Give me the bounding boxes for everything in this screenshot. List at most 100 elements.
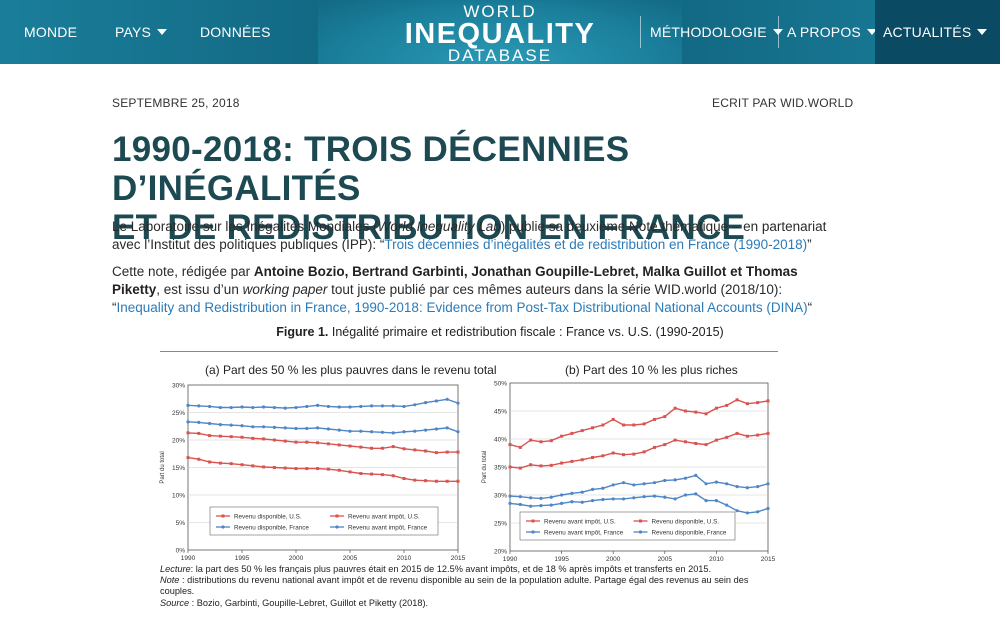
data-point bbox=[508, 465, 512, 469]
note-link[interactable]: Trois décennies d’inégalités et de redis… bbox=[384, 237, 808, 252]
data-point bbox=[518, 466, 522, 470]
data-point bbox=[632, 483, 636, 487]
p1-emphasis: World Inequality Lab bbox=[377, 219, 501, 234]
data-point bbox=[518, 502, 522, 507]
series-line bbox=[509, 399, 769, 449]
nav-monde[interactable]: MONDE bbox=[24, 0, 77, 64]
y-tick-label: 50% bbox=[494, 381, 507, 388]
data-point bbox=[601, 423, 605, 427]
data-point bbox=[611, 483, 615, 487]
data-point bbox=[456, 430, 460, 434]
data-point bbox=[434, 479, 438, 483]
data-point bbox=[218, 461, 222, 465]
x-tick-label: 2005 bbox=[343, 555, 358, 562]
series-line bbox=[187, 456, 458, 483]
site-logo[interactable]: WORLD INEQUALITY DATABASE bbox=[380, 0, 620, 65]
x-tick-label: 2000 bbox=[606, 556, 621, 563]
legend-marker bbox=[221, 525, 225, 529]
nav-apropos[interactable]: A PROPOS bbox=[787, 0, 877, 64]
data-point bbox=[570, 500, 574, 504]
note-note: Note : distributions du revenu national … bbox=[160, 575, 785, 597]
data-point bbox=[642, 482, 646, 486]
data-point bbox=[756, 401, 760, 405]
data-point bbox=[725, 482, 729, 486]
data-point bbox=[766, 431, 770, 435]
data-point bbox=[745, 486, 749, 490]
data-point bbox=[402, 430, 406, 434]
data-point bbox=[756, 510, 760, 514]
data-point bbox=[694, 410, 698, 414]
data-point bbox=[337, 405, 341, 409]
data-point bbox=[424, 428, 428, 432]
caret-down-icon bbox=[866, 29, 877, 35]
y-tick-label: 25% bbox=[172, 410, 185, 417]
data-point bbox=[380, 430, 384, 434]
data-point bbox=[580, 490, 584, 494]
data-point bbox=[735, 485, 739, 489]
data-point bbox=[305, 440, 309, 444]
x-tick-label: 1995 bbox=[554, 556, 569, 563]
data-point bbox=[570, 491, 574, 495]
data-point bbox=[262, 425, 266, 429]
nav-donnees[interactable]: DONNÉES bbox=[200, 0, 271, 64]
x-tick-label: 2015 bbox=[451, 555, 466, 562]
nav-divider bbox=[640, 16, 641, 48]
working-paper-link[interactable]: Inequality and Redistribution in France,… bbox=[116, 300, 808, 315]
legend-label: Revenu disponible, U.S. bbox=[652, 518, 720, 525]
data-point bbox=[621, 497, 626, 501]
data-point bbox=[560, 493, 564, 497]
data-point bbox=[370, 472, 374, 476]
data-point bbox=[359, 429, 363, 433]
data-point bbox=[262, 437, 266, 441]
p2-emphasis: working paper bbox=[242, 282, 328, 297]
nav-divider bbox=[778, 16, 779, 48]
data-point bbox=[673, 406, 677, 410]
data-point bbox=[434, 451, 438, 455]
data-point bbox=[694, 473, 698, 477]
p2-text-d: “ bbox=[807, 300, 813, 315]
data-point bbox=[632, 496, 636, 500]
data-point bbox=[424, 401, 428, 405]
data-point bbox=[424, 479, 428, 483]
data-point bbox=[208, 404, 212, 409]
logo-line-database: DATABASE bbox=[447, 46, 553, 65]
data-point bbox=[683, 440, 687, 444]
x-tick-label: 2010 bbox=[709, 556, 724, 563]
legend-box bbox=[519, 511, 736, 541]
data-point bbox=[611, 497, 615, 501]
nav-pays[interactable]: PAYS bbox=[115, 0, 168, 64]
series-line bbox=[509, 474, 769, 500]
panel-a-title: (a) Part des 50 % les plus pauvres dans … bbox=[205, 363, 497, 377]
data-point bbox=[735, 509, 739, 513]
data-point bbox=[652, 481, 657, 485]
note-lecture-label: Lecture bbox=[160, 564, 191, 574]
data-point bbox=[359, 404, 363, 409]
y-tick-label: 30% bbox=[172, 383, 185, 390]
logo-line-inequality: INEQUALITY bbox=[404, 18, 596, 50]
data-point bbox=[380, 404, 384, 408]
legend-marker bbox=[638, 530, 643, 534]
data-point bbox=[272, 438, 276, 442]
panel-b-title: (b) Part des 10 % les plus riches bbox=[565, 363, 738, 377]
figure-caption: Figure 1. Inégalité primaire et redistri… bbox=[0, 325, 1000, 339]
data-point bbox=[663, 478, 667, 483]
y-axis-label: Part du total bbox=[160, 451, 166, 483]
data-point bbox=[240, 424, 244, 428]
note-lecture: Lecture: la part des 50 % les français p… bbox=[160, 564, 785, 575]
data-point bbox=[251, 436, 255, 440]
article-title: 1990-2018: TROIS DÉCENNIES D’INÉGALITÉS … bbox=[112, 130, 872, 247]
nav-actualites[interactable]: ACTUALITÉS bbox=[875, 0, 1000, 64]
data-point bbox=[402, 477, 406, 480]
data-point bbox=[445, 479, 449, 483]
data-point bbox=[663, 443, 667, 447]
data-point bbox=[694, 492, 698, 496]
data-point bbox=[652, 494, 657, 498]
data-point bbox=[337, 443, 341, 447]
data-point bbox=[359, 472, 363, 476]
data-point bbox=[714, 406, 718, 410]
data-point bbox=[683, 493, 688, 497]
data-point bbox=[508, 494, 512, 498]
data-point bbox=[370, 430, 374, 434]
data-point bbox=[326, 404, 330, 409]
nav-methodologie[interactable]: MÉTHODOLOGIE bbox=[650, 0, 783, 64]
